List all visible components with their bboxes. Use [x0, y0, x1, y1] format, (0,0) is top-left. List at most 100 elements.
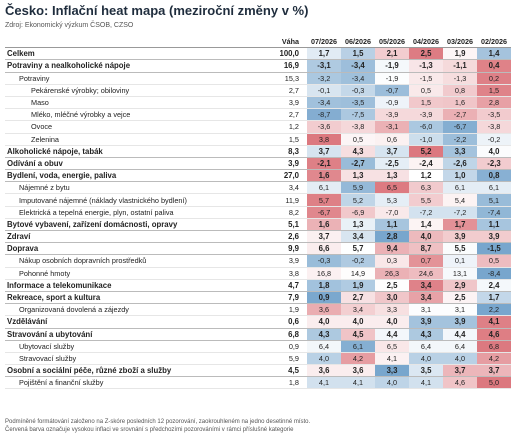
heat-table: Váha 07/2026 06/2026 05/2026 04/2026 03/2026 0…	[5, 36, 511, 390]
value-cell: -1,9	[375, 59, 409, 73]
value-cell: -6,7	[307, 206, 341, 219]
value-cell: 3,1	[409, 303, 443, 317]
value-cell: 4,2	[341, 352, 375, 366]
column-header: 07/2026	[307, 36, 341, 49]
value-cell: 1,5	[477, 84, 511, 97]
value-cell: 3,0	[375, 291, 409, 305]
value-cell: 2,5	[409, 47, 443, 61]
value-cell: 2,8	[375, 230, 409, 244]
value-cell: 0,5	[341, 133, 375, 146]
weight-cell: 3,4	[267, 181, 307, 195]
value-cell: 1,0	[443, 169, 477, 183]
value-cell: 1,6	[307, 218, 341, 232]
value-cell: 3,3	[375, 364, 409, 378]
row-label: Pojištění a finanční služby	[5, 376, 267, 390]
weight-cell: 1,9	[267, 303, 307, 317]
value-cell: 0,4	[477, 59, 511, 73]
value-cell: -3,5	[477, 108, 511, 122]
value-cell: -1,5	[409, 72, 443, 85]
value-cell: 5,3	[375, 193, 409, 207]
weight-cell: 3,8	[267, 267, 307, 280]
value-cell: 6,1	[477, 181, 511, 195]
value-cell: -1,3	[443, 72, 477, 85]
value-cell: -2,2	[443, 133, 477, 146]
footer: Podmíněné formátování založeno na Z-skór…	[5, 418, 310, 434]
row-label: Celkem	[5, 47, 267, 61]
value-cell: 13,1	[443, 267, 477, 280]
column-header: 03/2026	[443, 36, 477, 49]
weight-cell: 16,9	[267, 59, 307, 73]
value-cell: 6,1	[307, 181, 341, 195]
value-cell: 16,8	[307, 267, 341, 280]
value-cell: -3,5	[341, 96, 375, 110]
value-cell: -0,1	[307, 84, 341, 97]
table-row: Maso 3,9 -3,4 -3,5 -0,9 1,5 1,6 2,8	[5, 96, 511, 110]
value-cell: -0,3	[307, 254, 341, 268]
value-cell: -1,0	[409, 133, 443, 146]
weight-cell: 1,5	[267, 133, 307, 146]
value-cell: 4,4	[443, 328, 477, 341]
table-row: Stravovací služby 5,9 4,0 4,2 4,1 4,0 4,0 4,2	[5, 352, 511, 366]
value-cell: 1,9	[443, 47, 477, 61]
value-cell: -7,2	[443, 206, 477, 219]
weight-cell: 4,5	[267, 364, 307, 378]
row-label: Ovoce	[5, 120, 267, 134]
value-cell: -6,0	[409, 120, 443, 134]
value-cell: -6,9	[341, 206, 375, 219]
weight-cell: 1,2	[267, 120, 307, 134]
value-cell: 6,1	[443, 181, 477, 195]
value-cell: 0,8	[477, 169, 511, 183]
value-cell: 1,5	[409, 96, 443, 110]
row-label: Zdraví	[5, 230, 267, 244]
value-cell: 4,3	[307, 328, 341, 341]
value-cell: -0,2	[341, 254, 375, 268]
value-cell: -2,4	[409, 157, 443, 171]
table-row: Informace a telekomunikace 4,7 1,8 1,9 2,5 3,…	[5, 279, 511, 292]
table-row: Pekárenské výrobky; obiloviny 2,7 -0,1 -0,3…	[5, 84, 511, 97]
value-cell: 3,7	[477, 364, 511, 378]
column-header: 02/2026	[477, 36, 511, 49]
value-cell: 2,4	[477, 279, 511, 292]
value-cell: -0,2	[477, 133, 511, 146]
value-cell: 6,4	[443, 340, 477, 353]
row-label: Stravovací služby	[5, 352, 267, 366]
table-row: Osobní a sociální péče, různé zboží a sl…	[5, 364, 511, 378]
value-cell: 2,5	[443, 291, 477, 305]
value-cell: 4,0	[307, 352, 341, 366]
column-header: 05/2026	[375, 36, 409, 49]
table-row: Doprava 9,9 6,6 5,7 9,4 8,7 5,5 -1,5	[5, 242, 511, 256]
value-cell: 4,1	[341, 376, 375, 390]
value-cell: 2,7	[341, 291, 375, 305]
value-cell: 6,6	[307, 242, 341, 256]
value-cell: 0,9	[307, 291, 341, 305]
row-label: Mléko, mléčné výrobky a vejce	[5, 108, 267, 122]
value-cell: 4,5	[341, 328, 375, 341]
value-cell: -0,9	[375, 96, 409, 110]
row-label: Pekárenské výrobky; obiloviny	[5, 84, 267, 97]
value-cell: 5,5	[409, 193, 443, 207]
value-cell: 3,7	[307, 230, 341, 244]
value-cell: 3,6	[307, 303, 341, 317]
value-cell: 1,7	[443, 218, 477, 232]
label-header	[5, 36, 267, 49]
value-cell: -7,5	[341, 108, 375, 122]
column-header: 06/2026	[341, 36, 375, 49]
value-cell: 6,3	[409, 181, 443, 195]
value-cell: 4,3	[409, 328, 443, 341]
table-row: Potraviny 15,3 -3,2 -3,4 -1,9 -1,5 -1,3 0,2	[5, 72, 511, 85]
value-cell: -2,7	[443, 108, 477, 122]
value-cell: 6,5	[375, 340, 409, 353]
row-label: Vzdělávání	[5, 315, 267, 329]
value-cell: 1,3	[375, 169, 409, 183]
table-row: Stravování a ubytování 6,8 4,3 4,5 4,4 4,3 4,4…	[5, 328, 511, 341]
value-cell: -6,7	[443, 120, 477, 134]
value-cell: 2,2	[477, 303, 511, 317]
value-cell: -1,1	[443, 59, 477, 73]
value-cell: 1,5	[341, 47, 375, 61]
table-row: Bydlení, voda, energie, paliva 27,0 1,6 1,3…	[5, 169, 511, 183]
value-cell: 4,4	[375, 328, 409, 341]
row-label: Nájemné z bytu	[5, 181, 267, 195]
value-cell: -3,4	[307, 96, 341, 110]
table-row: Rekreace, sport a kultura 7,9 0,9 2,7 3,0 3,4…	[5, 291, 511, 305]
value-cell: 5,5	[443, 242, 477, 256]
